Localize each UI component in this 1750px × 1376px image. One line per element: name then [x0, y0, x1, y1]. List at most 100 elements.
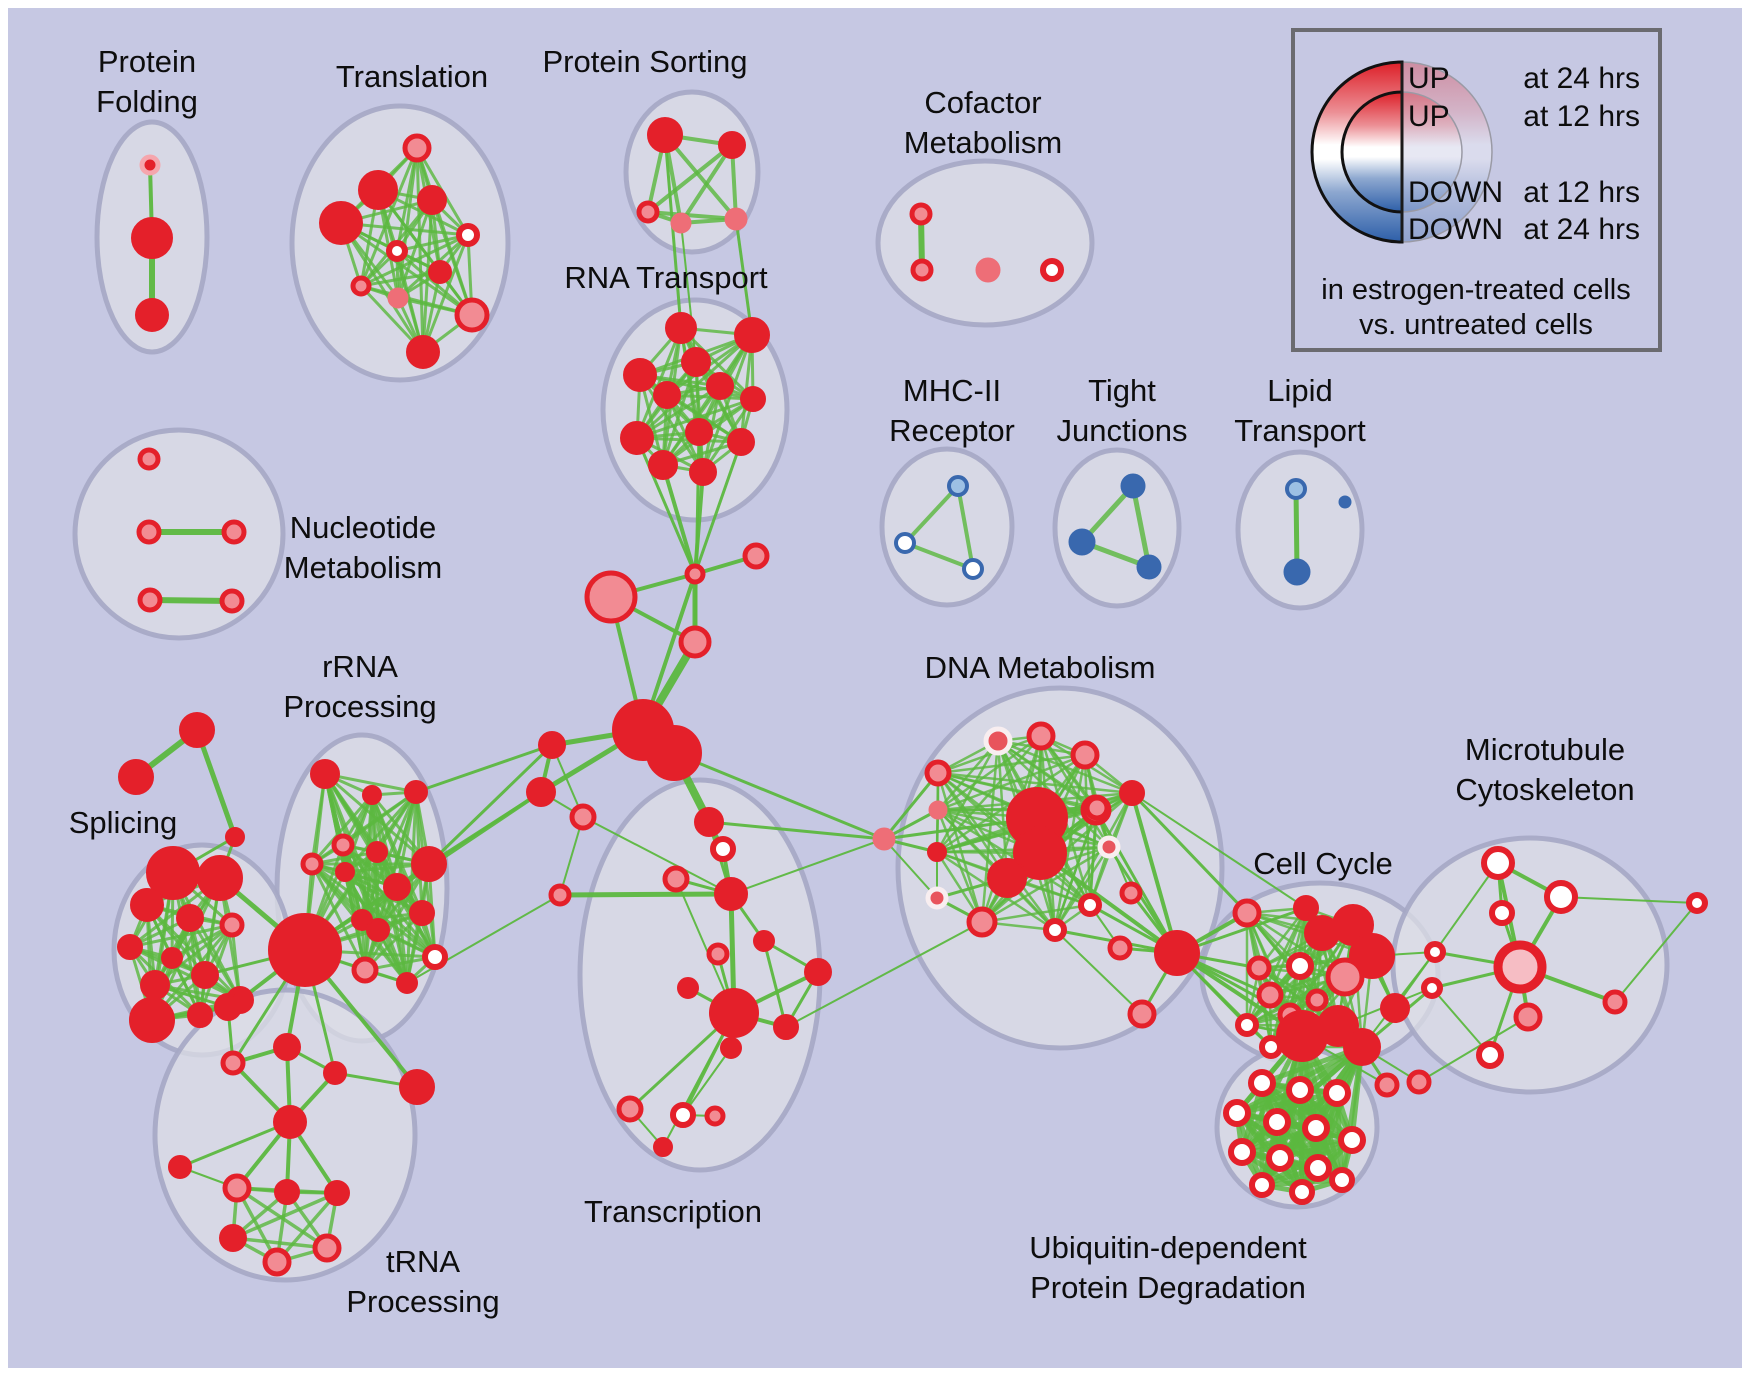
gene-node-x10[interactable] [720, 1037, 742, 1059]
gene-node-tr8[interactable] [387, 287, 409, 309]
gene-node-tn7[interactable] [274, 1179, 300, 1205]
gene-node-x4[interactable] [753, 930, 775, 952]
gene-node-dm21[interactable] [1119, 881, 1143, 905]
gene-node-ps3[interactable] [670, 212, 692, 234]
gene-node-rt1[interactable] [734, 317, 770, 353]
gene-node-mt6[interactable] [1602, 989, 1628, 1015]
gene-node-nm4[interactable] [219, 588, 245, 614]
gene-node-ps4[interactable] [724, 207, 748, 231]
gene-node-x0[interactable] [694, 807, 724, 837]
gene-node-ps0[interactable] [647, 117, 683, 153]
gene-node-cm2[interactable] [975, 257, 1001, 283]
gene-node-dm7[interactable] [927, 842, 947, 862]
gene-node-nm3[interactable] [137, 587, 163, 613]
gene-node-lt2[interactable] [1338, 495, 1352, 509]
gene-node-pf0[interactable] [139, 154, 161, 176]
gene-node-x13[interactable] [704, 1105, 726, 1127]
gene-node-mt7[interactable] [1513, 1002, 1543, 1032]
gene-node-rr8[interactable] [383, 873, 411, 901]
gene-node-tn8[interactable] [324, 1180, 350, 1206]
gene-node-dm15[interactable] [1043, 918, 1067, 942]
gene-node-tn5[interactable] [168, 1155, 192, 1179]
gene-node-hub2[interactable] [646, 725, 702, 781]
gene-node-rr4[interactable] [300, 852, 324, 876]
gene-node-tn6[interactable] [222, 1173, 252, 1203]
gene-node-dm5[interactable] [928, 800, 948, 820]
gene-node-fr[interactable] [1686, 892, 1708, 914]
gene-node-s7[interactable] [140, 970, 170, 1000]
gene-node-rr10[interactable] [366, 918, 390, 942]
gene-node-rt6[interactable] [740, 386, 766, 412]
gene-node-mh0[interactable] [947, 475, 969, 497]
gene-node-tr10[interactable] [406, 335, 440, 369]
gene-node-tn4[interactable] [273, 1105, 307, 1139]
gene-node-s9[interactable] [129, 997, 175, 1043]
gene-node-ub6[interactable] [1338, 1126, 1366, 1154]
gene-node-nm2[interactable] [221, 519, 247, 545]
gene-node-mt5[interactable] [1421, 977, 1443, 999]
gene-node-tr9[interactable] [454, 297, 490, 333]
gene-node-sp1[interactable] [118, 759, 154, 795]
gene-node-mh2[interactable] [962, 558, 984, 580]
gene-node-s10[interactable] [187, 1002, 213, 1028]
gene-node-rr5[interactable] [366, 841, 388, 863]
gene-node-x14[interactable] [653, 1137, 673, 1157]
gene-node-x5[interactable] [706, 942, 730, 966]
gene-node-cc8[interactable] [1256, 981, 1284, 1009]
gene-node-mt8[interactable] [1476, 1041, 1504, 1069]
gene-node-rr11[interactable] [409, 900, 435, 926]
gene-node-ub1[interactable] [1286, 1076, 1314, 1104]
gene-node-x11[interactable] [616, 1095, 644, 1123]
gene-node-tr5[interactable] [386, 240, 408, 262]
gene-node-ub3[interactable] [1223, 1099, 1251, 1127]
gene-node-cc16[interactable] [1380, 993, 1410, 1023]
gene-node-tn2[interactable] [273, 1033, 301, 1061]
gene-node-tn1[interactable] [220, 1050, 246, 1076]
gene-node-ps2[interactable] [636, 200, 660, 224]
gene-node-mt3[interactable] [1493, 940, 1547, 994]
gene-node-l0[interactable] [548, 883, 572, 907]
gene-node-rr2[interactable] [404, 780, 428, 804]
gene-node-rr3[interactable] [331, 833, 355, 857]
gene-node-rt11[interactable] [689, 458, 717, 486]
gene-node-cc7[interactable] [1246, 955, 1272, 981]
gene-node-cc15[interactable] [1343, 1028, 1381, 1066]
gene-node-cm0[interactable] [909, 202, 933, 226]
gene-node-rt7[interactable] [620, 421, 654, 455]
gene-node-rt4[interactable] [706, 372, 734, 400]
gene-node-mt2[interactable] [1489, 900, 1515, 926]
gene-node-cm3[interactable] [1040, 258, 1064, 282]
gene-node-s8[interactable] [191, 961, 219, 989]
gene-node-rt8[interactable] [685, 418, 713, 446]
gene-node-ps1[interactable] [718, 131, 746, 159]
gene-node-dm12[interactable] [925, 886, 949, 910]
gene-node-x7[interactable] [677, 977, 699, 999]
gene-node-dm19[interactable] [1084, 795, 1110, 821]
gene-node-tr3[interactable] [319, 201, 363, 245]
gene-node-dm10[interactable] [987, 858, 1027, 898]
gene-node-tn0[interactable] [214, 993, 242, 1021]
gene-node-cc0[interactable] [1232, 898, 1262, 928]
gene-node-tr6[interactable] [428, 260, 452, 284]
gene-node-nm1[interactable] [136, 519, 162, 545]
gene-node-b3[interactable] [678, 625, 712, 659]
gene-node-rt3[interactable] [623, 358, 657, 392]
gene-node-mt4[interactable] [1424, 941, 1446, 963]
gene-node-rr13[interactable] [351, 956, 379, 984]
gene-node-tr4[interactable] [456, 223, 480, 247]
gene-node-rr0[interactable] [310, 759, 340, 789]
gene-node-tj1[interactable] [1068, 528, 1096, 556]
gene-node-s6[interactable] [161, 947, 183, 969]
gene-node-mt0[interactable] [1481, 846, 1515, 880]
gene-node-mt1[interactable] [1544, 880, 1578, 914]
gene-node-ub4[interactable] [1263, 1108, 1291, 1136]
gene-node-tn10[interactable] [312, 1233, 342, 1263]
gene-node-dm0[interactable] [872, 827, 896, 851]
gene-node-rr12[interactable] [422, 944, 448, 970]
gene-node-rt5[interactable] [653, 381, 681, 409]
gene-node-ub9[interactable] [1304, 1154, 1332, 1182]
gene-node-tr1[interactable] [358, 170, 398, 210]
gene-node-x8[interactable] [709, 988, 759, 1038]
gene-node-ub5[interactable] [1302, 1114, 1330, 1142]
gene-node-hub3[interactable] [1154, 930, 1200, 976]
